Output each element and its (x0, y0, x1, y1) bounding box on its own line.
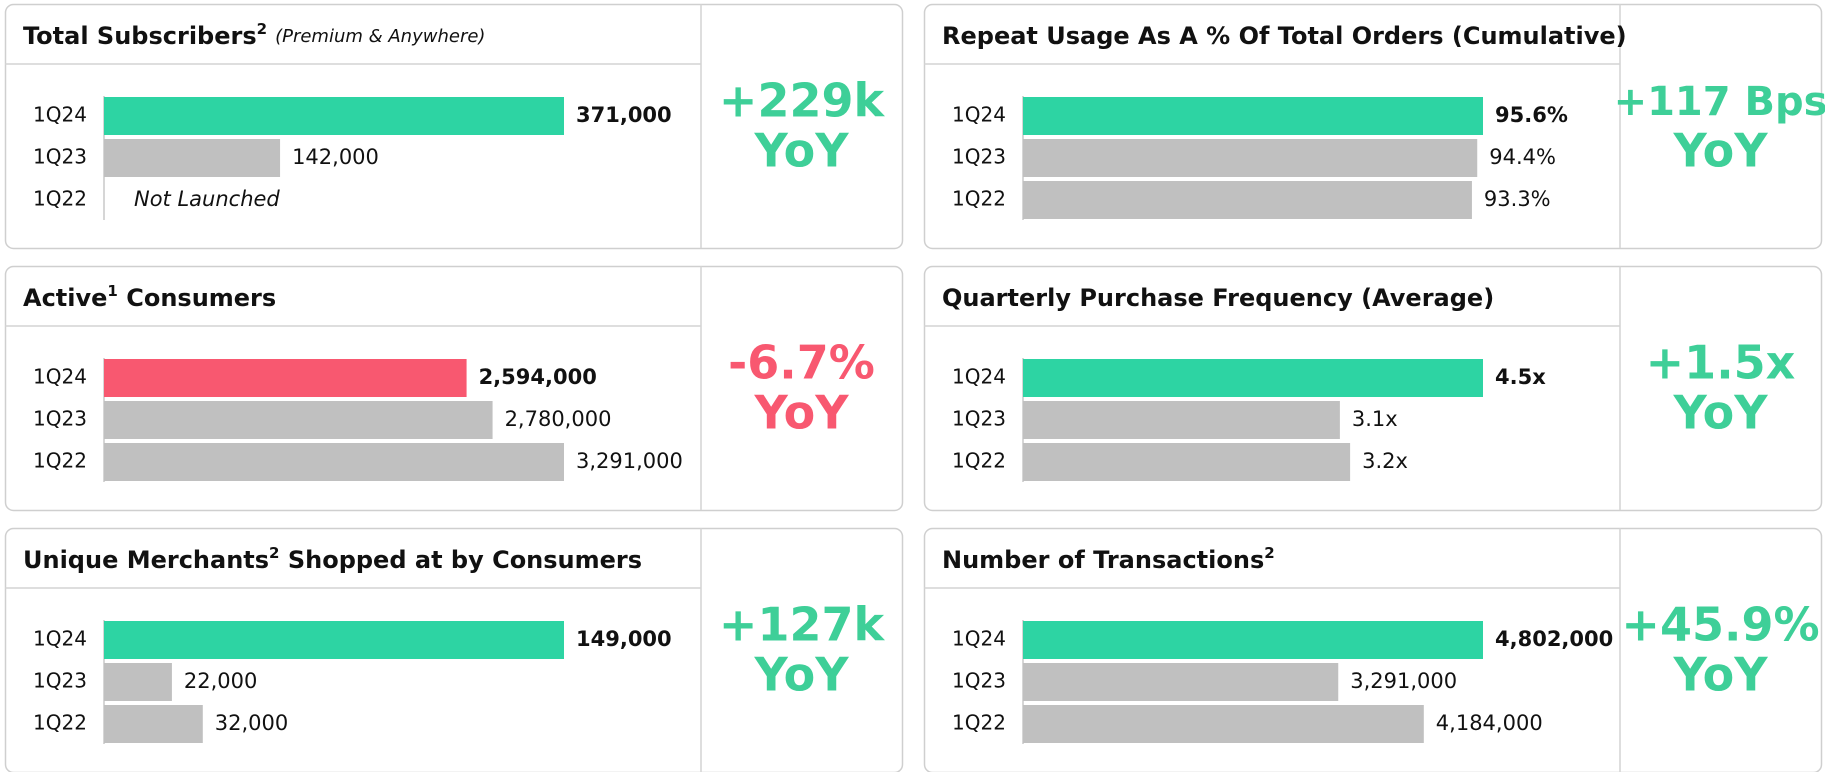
change-value: +117 Bps (1614, 79, 1825, 125)
title-text: Total Subscribers (23, 22, 257, 50)
value-label: Not Launched (134, 187, 280, 211)
bar (1023, 663, 1339, 701)
bar (104, 621, 564, 659)
panel: Repeat Usage As A % Of Total Orders (Cum… (923, 3, 1825, 250)
category-label: 1Q23 (33, 407, 87, 431)
change-unit: YoY (754, 124, 850, 178)
panel-title: Number of Transactions2 (942, 544, 1275, 575)
title-text: Shopped at by Consumers (279, 546, 642, 574)
category-label: 1Q23 (33, 145, 87, 169)
value-label: 3.2x (1362, 449, 1408, 473)
category-label: 1Q22 (952, 187, 1006, 211)
panel: Unique Merchants2 Shopped at by Consumer… (4, 527, 904, 772)
value-label: 371,000 (576, 103, 672, 127)
title-text: Number of Transactions (942, 546, 1264, 574)
title-text: Consumers (118, 284, 276, 312)
change-value: +1.5x (1646, 336, 1796, 390)
category-label: 1Q24 (952, 365, 1006, 389)
title-text: Unique Merchants (23, 546, 269, 574)
title-footnote: 1 (107, 282, 117, 300)
value-label: 142,000 (292, 145, 379, 169)
change-unit: YoY (754, 648, 850, 702)
value-label: 3.1x (1352, 407, 1398, 431)
change-value: +45.9% (1621, 598, 1819, 652)
value-label: 32,000 (215, 711, 288, 735)
panel-title: Unique Merchants2 Shopped at by Consumer… (23, 544, 642, 575)
bar (1023, 359, 1483, 397)
bar (104, 705, 203, 743)
bar (104, 139, 281, 177)
category-label: 1Q23 (952, 407, 1006, 431)
bar (1023, 97, 1483, 135)
change-unit: YoY (1673, 124, 1769, 178)
category-label: 1Q22 (952, 449, 1006, 473)
change-unit: YoY (1673, 648, 1769, 702)
panel: Total Subscribers2 (Premium & Anywhere) 1Q… (4, 3, 904, 250)
category-label: 1Q24 (33, 365, 87, 389)
bar (1023, 621, 1483, 659)
panel-title: Total Subscribers2 (Premium & Anywhere) (23, 20, 485, 51)
title-footnote: 2 (269, 544, 279, 562)
bar (104, 663, 172, 701)
panel: Number of Transactions2 1Q24 4,802,000 1Q23… (923, 527, 1823, 772)
value-label: 95.6% (1495, 103, 1568, 127)
category-label: 1Q22 (33, 711, 87, 735)
category-label: 1Q23 (952, 145, 1006, 169)
value-label: 4,802,000 (1495, 627, 1613, 651)
bar (1023, 139, 1478, 177)
value-label: 94.4% (1489, 145, 1556, 169)
panel-title: Repeat Usage As A % Of Total Orders (Cum… (942, 22, 1627, 50)
title-text: Quarterly Purchase Frequency (Average) (942, 284, 1494, 312)
category-label: 1Q22 (33, 449, 87, 473)
value-label: 3,291,000 (576, 449, 683, 473)
bar (1023, 181, 1472, 219)
panel-subtitle: (Premium & Anywhere) (275, 26, 485, 47)
panel: Quarterly Purchase Frequency (Average) 1Q… (923, 265, 1823, 512)
title-text: Active (23, 284, 107, 312)
panel-title: Active1 Consumers (23, 282, 276, 313)
title-text: Repeat Usage As A % Of Total Orders (Cum… (942, 22, 1627, 50)
change-value: -6.7% (728, 336, 875, 390)
bar (104, 359, 467, 397)
bar (1023, 443, 1351, 481)
category-label: 1Q23 (33, 669, 87, 693)
value-label: 4.5x (1495, 365, 1546, 389)
change-value: +127k (719, 598, 886, 652)
title-footnote: 2 (1264, 544, 1274, 562)
bar (1023, 401, 1340, 439)
value-label: 149,000 (576, 627, 672, 651)
category-label: 1Q24 (952, 103, 1006, 127)
panel-title: Quarterly Purchase Frequency (Average) (942, 284, 1494, 312)
panel: Active1 Consumers 1Q24 2,594,000 1Q23 2,780,… (4, 265, 904, 512)
category-label: 1Q22 (33, 187, 87, 211)
bar (104, 97, 564, 135)
value-label: 3,291,000 (1350, 669, 1457, 693)
category-label: 1Q22 (952, 711, 1006, 735)
category-label: 1Q23 (952, 669, 1006, 693)
category-label: 1Q24 (33, 627, 87, 651)
value-label: 4,184,000 (1436, 711, 1543, 735)
value-label: 22,000 (184, 669, 257, 693)
value-label: 93.3% (1484, 187, 1551, 211)
change-unit: YoY (754, 386, 850, 440)
change-unit: YoY (1673, 386, 1769, 440)
value-label: 2,780,000 (505, 407, 612, 431)
category-label: 1Q24 (952, 627, 1006, 651)
change-value: +229k (719, 74, 886, 128)
category-label: 1Q24 (33, 103, 87, 127)
bar (104, 443, 564, 481)
bar (1023, 705, 1424, 743)
title-footnote: 2 (257, 20, 267, 38)
bar (104, 401, 493, 439)
value-label: 2,594,000 (479, 365, 597, 389)
